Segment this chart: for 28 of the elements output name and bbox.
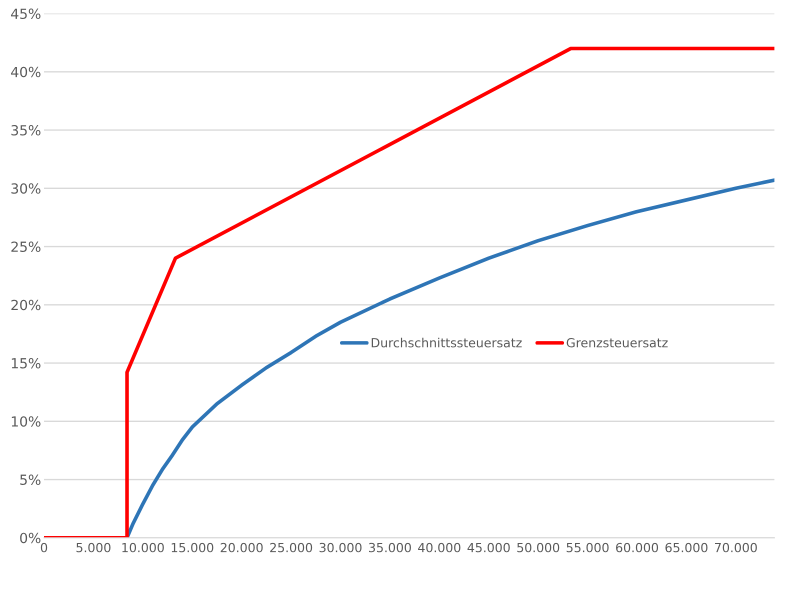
y-tick-label: 25% <box>11 242 40 252</box>
legend-label: Durchschnittssteuersatz <box>372 338 522 348</box>
y-tick-label: 15% <box>12 358 40 368</box>
legend-label: Grenzsteuersatz <box>566 338 668 348</box>
y-tick-label: 5% <box>20 474 40 485</box>
x-tick-label: 25.000 <box>270 542 312 552</box>
x-tick-label: 70.000 <box>715 542 757 552</box>
x-tick-label: 60.000 <box>616 542 658 552</box>
y-tick-label: 0% <box>20 532 40 544</box>
x-tick-label: 55.000 <box>566 542 609 552</box>
y-tick-label: 10% <box>12 416 40 427</box>
x-tick-label: 45.000 <box>468 542 510 552</box>
y-tick-label: 40% <box>11 66 40 78</box>
y-tick-label: 20% <box>11 300 40 310</box>
line-series <box>44 46 774 538</box>
x-tick-label: 35.000 <box>369 542 411 552</box>
x-tick-label: 0 <box>40 542 48 552</box>
y-tick-label: 30% <box>11 183 40 194</box>
x-tick-label: 10.000 <box>122 542 164 552</box>
x-tick-label: 15.000 <box>172 542 214 552</box>
x-tick-label: 30.000 <box>320 542 362 552</box>
x-tick-label: 20.000 <box>220 542 263 552</box>
x-tick-label: 5.000 <box>76 542 110 552</box>
x-tick-label: 40.000 <box>418 542 460 552</box>
y-tick-label: 35% <box>11 125 40 136</box>
x-tick-label: 65.000 <box>665 542 708 552</box>
x-tick-label: 50.000 <box>517 542 560 552</box>
y-tick-label: 45% <box>11 8 40 20</box>
